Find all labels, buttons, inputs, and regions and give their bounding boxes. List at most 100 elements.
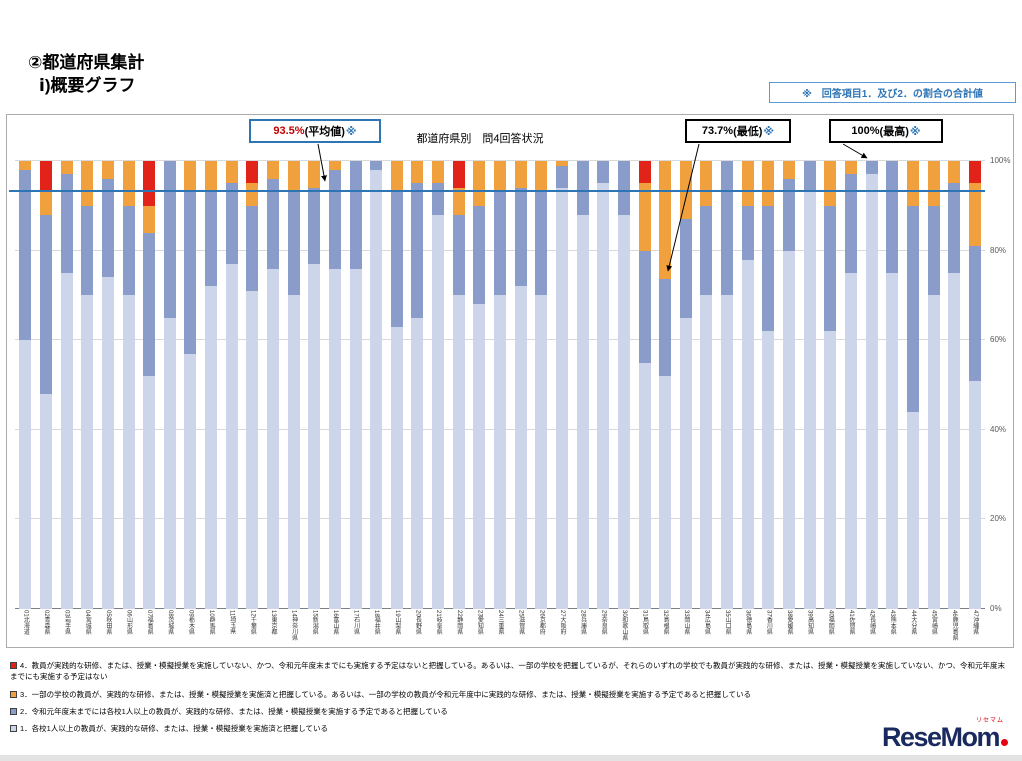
bar-segment-item2 (225, 183, 238, 265)
stacked-bar (783, 161, 796, 609)
x-label-28兵庫県: 28兵庫県 (579, 610, 586, 635)
bar-10群馬県 (201, 161, 222, 609)
bar-segment-item1 (597, 183, 610, 609)
page-title: ②都道府県集計 ⅰ)概要グラフ (28, 52, 144, 98)
bars-container (15, 161, 985, 609)
bar-segment-item2 (783, 178, 796, 251)
bar-segment-item4 (968, 161, 981, 184)
bar-segment-item2 (865, 161, 878, 175)
y-tick-label: 20% (990, 514, 1007, 524)
bar-segment-item1 (865, 174, 878, 609)
bar-22静岡県 (448, 161, 469, 609)
bar-segment-item2 (535, 192, 548, 296)
stacked-bar (597, 161, 610, 609)
bar-segment-item3 (452, 187, 465, 215)
resemom-logo: リセマム ReseMom (882, 715, 1008, 751)
bar-segment-item2 (844, 174, 857, 273)
x-label-11埼玉県: 11埼玉県 (228, 610, 235, 635)
bar-segment-item2 (143, 232, 156, 377)
x-label-04宮城県: 04宮城県 (84, 610, 91, 635)
bar-segment-item1 (968, 380, 981, 609)
bar-segment-item3 (246, 183, 259, 206)
bar-segment-item3 (19, 161, 32, 170)
bar-segment-item2 (432, 183, 445, 215)
bar-segment-item1 (101, 277, 114, 609)
x-axis-labels: 01北海道 02青森県 03岩手県 04宮城県 05秋田県 06山形県 07福島県 08茨城県… (15, 610, 985, 648)
bar-segment-item3 (308, 161, 321, 188)
bar-03岩手県 (56, 161, 77, 609)
bar-segment-item2 (968, 246, 981, 381)
x-label-14神奈川県: 14神奈川県 (290, 610, 297, 641)
legend-item: 3．一部の学校の教員が、実践的な研修、または、授業・模擬授業を実施済と把握してい… (10, 689, 1012, 700)
x-label-38愛媛県: 38愛媛県 (786, 610, 793, 635)
chart-frame: 都道府県別 問4回答状況 0% 20% 40% 60% 80% 100% 01北海道 02青… (6, 114, 1014, 648)
bar-19山梨県 (387, 161, 408, 609)
stacked-bar (494, 161, 507, 609)
annotation-average-mark: ※ (345, 125, 357, 138)
bar-segment-item1 (473, 304, 486, 609)
stacked-bar (576, 161, 589, 609)
stacked-bar (370, 161, 383, 609)
stacked-bar (39, 161, 52, 609)
stacked-bar (700, 161, 713, 609)
bar-32島根県 (655, 161, 676, 609)
bar-segment-item1 (143, 376, 156, 609)
bar-29奈良県 (593, 161, 614, 609)
bar-segment-item3 (783, 161, 796, 179)
bar-45宮崎県 (923, 161, 944, 609)
bar-41佐賀県 (841, 161, 862, 609)
bar-segment-item1 (494, 295, 507, 609)
bar-segment-item2 (679, 219, 692, 318)
bar-segment-item1 (122, 295, 135, 609)
bar-segment-item3 (824, 161, 837, 206)
bar-segment-item1 (432, 214, 445, 609)
stacked-bar (328, 161, 341, 609)
annotation-average-label: (平均値) (304, 126, 345, 138)
stacked-bar (535, 161, 548, 609)
x-label-03岩手県: 03岩手県 (63, 610, 70, 635)
stacked-bar (287, 161, 300, 609)
bar-11埼玉県 (221, 161, 242, 609)
stacked-bar (803, 161, 816, 609)
bar-14神奈川県 (283, 161, 304, 609)
stacked-bar (927, 161, 940, 609)
bar-segment-item1 (824, 331, 837, 609)
bar-30和歌山県 (614, 161, 635, 609)
bar-segment-item1 (411, 317, 424, 609)
bar-segment-item2 (370, 161, 383, 170)
bar-segment-item1 (659, 376, 672, 609)
bar-segment-item2 (514, 187, 527, 287)
bar-segment-item3 (267, 161, 279, 179)
bar-segment-item1 (700, 295, 713, 609)
bar-segment-item3 (514, 161, 527, 188)
x-label-23愛知県: 23愛知県 (476, 610, 483, 635)
stacked-bar (184, 161, 197, 609)
stacked-bar (886, 161, 899, 609)
bar-segment-item1 (844, 273, 857, 609)
bar-25滋賀県 (510, 161, 531, 609)
bar-segment-item3 (762, 161, 775, 206)
bar-segment-item3 (287, 161, 300, 193)
bar-segment-item2 (349, 161, 362, 269)
bar-02青森県 (36, 161, 57, 609)
stacked-bar (948, 161, 961, 609)
bar-segment-item3 (390, 161, 403, 193)
bar-segment-item2 (494, 192, 507, 296)
x-label-01北海道: 01北海道 (22, 610, 29, 635)
annotation-average-value: 93.5% (273, 125, 305, 137)
y-tick-label: 40% (990, 424, 1007, 434)
bar-05秋田県 (98, 161, 119, 609)
x-label-09栃木県: 09栃木県 (187, 610, 194, 635)
stacked-bar (659, 161, 672, 609)
logo-subtext: リセマム (975, 718, 1004, 724)
stacked-bar (906, 161, 919, 609)
bar-12千葉県 (242, 161, 263, 609)
bar-segment-item2 (803, 161, 816, 193)
annotation-min-value: 73.7% (701, 125, 734, 137)
heading-line1: ②都道府県集計 (28, 53, 145, 72)
bar-segment-item2 (19, 169, 32, 341)
stacked-bar (473, 161, 486, 609)
annotation-min: 73.7% (最低) ※ (685, 119, 791, 143)
stacked-bar (514, 161, 527, 609)
x-label-29奈良県: 29奈良県 (600, 610, 607, 635)
